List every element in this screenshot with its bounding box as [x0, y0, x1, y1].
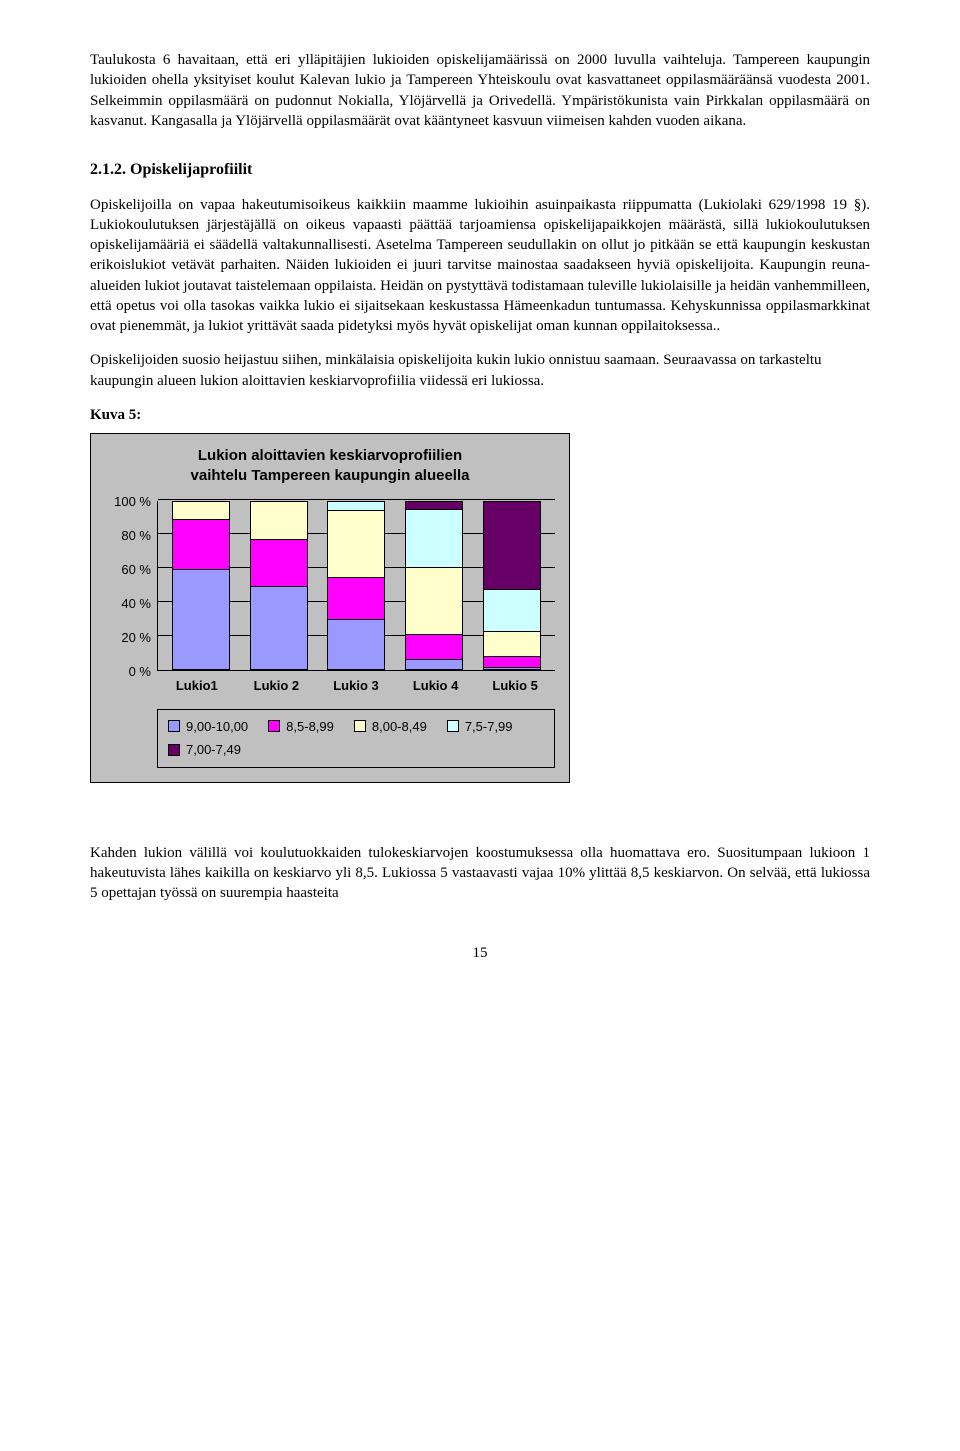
legend-swatch	[268, 720, 280, 732]
chart-gridline	[158, 499, 555, 500]
legend-swatch	[354, 720, 366, 732]
legend-item: 8,00-8,49	[354, 718, 427, 736]
chart-plot-area	[157, 501, 555, 671]
y-tick-label: 60 %	[121, 561, 151, 579]
legend-item: 9,00-10,00	[168, 718, 248, 736]
legend-swatch	[168, 744, 180, 756]
legend-label: 7,00-7,49	[186, 741, 241, 759]
chart-bar	[250, 501, 308, 670]
chart-bar-segment	[328, 502, 384, 510]
y-tick-label: 40 %	[121, 595, 151, 613]
chart-bar-segment	[328, 577, 384, 619]
x-tick-label: Lukio 3	[327, 677, 385, 695]
legend-label: 8,00-8,49	[372, 718, 427, 736]
legend-swatch	[168, 720, 180, 732]
x-tick-label: Lukio 5	[486, 677, 544, 695]
x-tick-label: Lukio1	[168, 677, 226, 695]
chart-bar-segment	[484, 589, 540, 631]
chart-title-line1: Lukion aloittavien keskiarvoprofiilien	[198, 447, 462, 464]
legend-item: 8,5-8,99	[268, 718, 334, 736]
section-heading: 2.1.2. Opiskelijaprofiilit	[90, 159, 870, 181]
chart-plot-row: 100 % 80 % 60 % 40 % 20 % 0 %	[105, 501, 555, 671]
chart-bar-segment	[406, 509, 462, 567]
chart-bar-segment	[328, 510, 384, 577]
paragraph-2: Opiskelijoilla on vapaa hakeutumisoikeus…	[90, 195, 870, 337]
legend-item: 7,00-7,49	[168, 741, 241, 759]
legend-item: 7,5-7,99	[447, 718, 513, 736]
chart-bar-segment	[484, 502, 540, 589]
chart-bar	[405, 501, 463, 670]
legend-swatch	[447, 720, 459, 732]
chart-bar-segment	[328, 619, 384, 669]
x-tick-label: Lukio 4	[407, 677, 465, 695]
paragraph-3: Opiskelijoiden suosio heijastuu siihen, …	[90, 350, 870, 391]
chart-bar-segment	[484, 656, 540, 668]
chart-title: Lukion aloittavien keskiarvoprofiilien v…	[105, 446, 555, 485]
chart-bar	[172, 501, 230, 670]
chart-container: Lukion aloittavien keskiarvoprofiilien v…	[90, 433, 570, 783]
chart-legend: 9,00-10,00 8,5-8,99 8,00-8,49 7,5-7,99 7,00-…	[157, 709, 555, 768]
chart-bar-segment	[251, 586, 307, 670]
y-tick-label: 80 %	[121, 527, 151, 545]
paragraph-1: Taulukosta 6 havaitaan, että eri ylläpit…	[90, 50, 870, 131]
y-tick-label: 20 %	[121, 629, 151, 647]
chart-bar-segment	[484, 667, 540, 669]
chart-title-line2: vaihtelu Tampereen kaupungin alueella	[191, 467, 470, 484]
chart-bar-segment	[406, 502, 462, 509]
paragraph-4: Kahden lukion välillä voi koulutuokkaide…	[90, 843, 870, 904]
chart-bar-segment	[251, 502, 307, 539]
chart-bar-segment	[173, 569, 229, 669]
figure-label: Kuva 5:	[90, 405, 870, 425]
chart-bar	[483, 501, 541, 670]
page-number: 15	[90, 943, 870, 963]
chart-bar-segment	[484, 631, 540, 656]
chart-x-axis: Lukio1 Lukio 2 Lukio 3 Lukio 4 Lukio 5	[157, 671, 555, 695]
x-tick-label: Lukio 2	[247, 677, 305, 695]
chart-bar-segment	[406, 567, 462, 634]
y-tick-label: 100 %	[114, 493, 151, 511]
chart-y-axis: 100 % 80 % 60 % 40 % 20 % 0 %	[105, 501, 157, 671]
chart-bar-segment	[406, 634, 462, 659]
y-tick-label: 0 %	[129, 663, 151, 681]
chart-bar	[327, 501, 385, 670]
legend-label: 7,5-7,99	[465, 718, 513, 736]
legend-label: 9,00-10,00	[186, 718, 248, 736]
chart-bar-segment	[173, 519, 229, 569]
chart-bar-segment	[251, 539, 307, 586]
chart-bar-segment	[173, 502, 229, 519]
legend-label: 8,5-8,99	[286, 718, 334, 736]
chart-bar-segment	[406, 659, 462, 669]
chart-bars-layer	[158, 501, 555, 670]
